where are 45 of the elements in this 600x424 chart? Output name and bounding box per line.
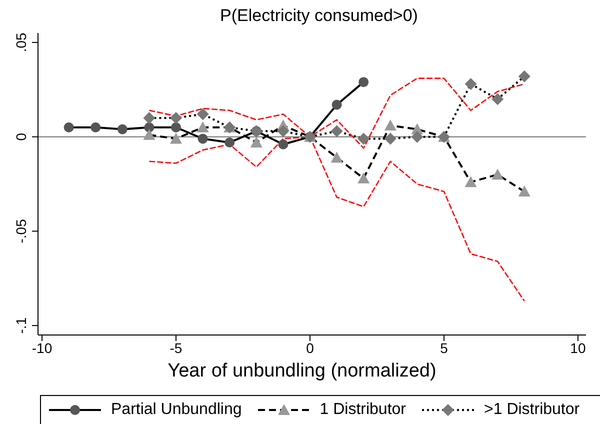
point xyxy=(64,122,74,132)
point xyxy=(332,100,342,110)
x-axis-title: Year of unbundling (normalized) xyxy=(168,360,436,382)
point xyxy=(330,152,343,163)
point xyxy=(518,70,530,82)
point xyxy=(492,93,504,106)
point xyxy=(384,132,396,145)
y-tick-label: .05 xyxy=(13,32,29,52)
point xyxy=(358,132,370,145)
point xyxy=(464,176,477,188)
legend-label: 1 Distributor xyxy=(320,401,406,419)
point xyxy=(492,168,504,180)
legend-label: Partial Unbundling xyxy=(111,401,242,419)
point xyxy=(170,112,182,124)
point xyxy=(278,139,288,150)
point xyxy=(117,124,128,134)
point xyxy=(224,137,235,148)
legend-label: >1 Distributor xyxy=(484,401,580,419)
point xyxy=(198,134,208,144)
point xyxy=(358,172,370,184)
point xyxy=(250,136,262,148)
point xyxy=(411,130,424,143)
x-tick-label: -5 xyxy=(170,340,182,356)
point xyxy=(384,119,396,130)
point xyxy=(196,108,209,120)
x-tick-label: 0 xyxy=(306,340,314,356)
point xyxy=(90,122,101,132)
x-tick-label: 10 xyxy=(570,340,586,356)
chart-title: P(Electricity consumed>0) xyxy=(219,6,419,26)
y-tick-label: -.1 xyxy=(13,317,29,334)
point xyxy=(171,122,182,132)
point xyxy=(330,125,343,138)
point xyxy=(196,121,209,132)
y-tick-label: 0 xyxy=(13,132,29,141)
point xyxy=(518,186,530,197)
point xyxy=(277,125,290,138)
x-tick-label: -10 xyxy=(32,340,52,356)
point xyxy=(143,128,156,140)
point xyxy=(170,132,182,144)
line-series xyxy=(148,78,526,149)
y-tick-label: -.05 xyxy=(13,218,29,244)
point xyxy=(143,112,156,124)
x-tick-label: 5 xyxy=(440,340,448,356)
point xyxy=(464,78,477,90)
point xyxy=(358,77,369,88)
